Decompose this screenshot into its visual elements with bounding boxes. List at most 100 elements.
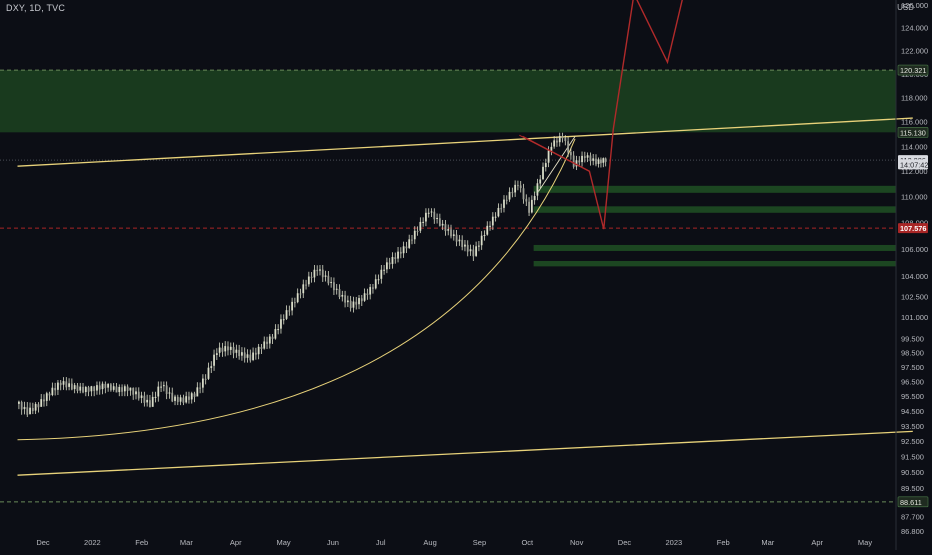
candle-body bbox=[405, 246, 408, 249]
candle-body bbox=[544, 163, 547, 168]
price-tag-box bbox=[897, 127, 929, 138]
candle-body bbox=[324, 275, 327, 277]
candle-body bbox=[572, 155, 575, 167]
candle-body bbox=[199, 387, 202, 389]
candle-body bbox=[218, 347, 221, 353]
candle-body bbox=[480, 235, 483, 246]
candle-body bbox=[586, 155, 589, 158]
candle-body bbox=[430, 211, 433, 213]
candle-body bbox=[444, 224, 447, 232]
candle-body bbox=[310, 276, 313, 278]
y-tick-label: 106.000 bbox=[901, 245, 928, 254]
candle-body bbox=[536, 183, 539, 196]
candle-body bbox=[23, 406, 26, 410]
zones-layer bbox=[0, 70, 896, 267]
candle-body bbox=[344, 295, 346, 303]
candle-body bbox=[43, 399, 45, 402]
candle-body bbox=[528, 201, 530, 213]
candle-body bbox=[31, 407, 34, 412]
y-tick-label: 98.500 bbox=[901, 349, 924, 358]
x-tick-label: Aug bbox=[423, 538, 436, 547]
candle-body bbox=[352, 301, 355, 308]
candle-body bbox=[280, 319, 282, 329]
candle-body bbox=[455, 234, 458, 242]
y-tick-label: 101.000 bbox=[901, 313, 928, 322]
candle-body bbox=[475, 246, 478, 256]
candle-body bbox=[171, 392, 174, 402]
candle-body bbox=[433, 211, 436, 220]
candle-body bbox=[575, 160, 578, 167]
candle-body bbox=[419, 221, 422, 231]
candle-body bbox=[221, 347, 224, 352]
candle-body bbox=[241, 352, 243, 356]
candle-body bbox=[59, 382, 62, 386]
candle-body bbox=[104, 383, 107, 389]
candle-body bbox=[313, 269, 316, 278]
price-tag-label: 107.576 bbox=[900, 224, 926, 233]
candle-body bbox=[600, 159, 602, 164]
candle-body bbox=[503, 199, 505, 208]
candle-body bbox=[224, 346, 227, 352]
candle-body bbox=[188, 396, 190, 400]
candle-body bbox=[441, 223, 444, 226]
candle-body bbox=[327, 275, 330, 284]
x-tick-label: Feb bbox=[717, 538, 730, 547]
candle-body bbox=[18, 401, 20, 404]
candle-body bbox=[578, 160, 581, 163]
candle-body bbox=[68, 383, 70, 387]
candle-body bbox=[268, 336, 271, 344]
candle-body bbox=[260, 347, 263, 349]
candle-body bbox=[508, 191, 511, 200]
candle-body bbox=[29, 407, 31, 415]
candle-body bbox=[380, 269, 383, 279]
candle-body bbox=[450, 229, 452, 237]
candle-body bbox=[249, 354, 252, 361]
candle-body bbox=[174, 396, 176, 401]
candle-body bbox=[604, 158, 607, 162]
candle-body bbox=[416, 231, 419, 233]
candle-body bbox=[213, 354, 215, 366]
candle-body bbox=[137, 391, 140, 399]
x-tick-label: Feb bbox=[135, 538, 148, 547]
candle-body bbox=[583, 156, 586, 159]
candle-body bbox=[425, 212, 427, 222]
candle-body bbox=[207, 367, 210, 379]
candle-body bbox=[491, 216, 494, 226]
candle-body bbox=[567, 141, 570, 153]
candle-body bbox=[355, 301, 358, 305]
candle-body bbox=[335, 288, 338, 290]
candle-body bbox=[321, 269, 324, 278]
candle-body bbox=[530, 199, 533, 213]
x-tick-label: May bbox=[858, 538, 872, 547]
candle-body bbox=[48, 393, 51, 396]
parabolic-curve bbox=[17, 138, 576, 441]
candle-body bbox=[146, 399, 149, 403]
candle-body bbox=[486, 225, 489, 235]
candle-body bbox=[277, 329, 280, 331]
candle-body bbox=[388, 262, 391, 265]
candle-body bbox=[452, 234, 455, 236]
candle-body bbox=[413, 230, 416, 240]
x-tick-label: Nov bbox=[570, 538, 584, 547]
y-tick-label: 89.500 bbox=[901, 484, 924, 493]
price-tag-box bbox=[897, 64, 929, 76]
y-tick-label: 94.500 bbox=[901, 407, 924, 416]
candle-body bbox=[517, 185, 519, 187]
candle-body bbox=[112, 386, 115, 390]
price-tag-box bbox=[897, 496, 929, 508]
y-tick-label: 96.500 bbox=[901, 377, 924, 386]
projection-path bbox=[522, 0, 683, 230]
candle-body bbox=[369, 287, 372, 295]
candle-body bbox=[70, 383, 73, 390]
x-tick-label: Dec bbox=[36, 538, 50, 547]
candle-body bbox=[383, 269, 386, 271]
y-tick-label: 99.500 bbox=[901, 334, 924, 343]
candle-body bbox=[458, 239, 461, 242]
candle-body bbox=[316, 270, 319, 272]
candle-body bbox=[168, 392, 171, 394]
candle-body bbox=[561, 136, 564, 139]
candle-body bbox=[411, 239, 413, 241]
candle-body bbox=[227, 346, 229, 351]
candle-body bbox=[229, 346, 232, 350]
